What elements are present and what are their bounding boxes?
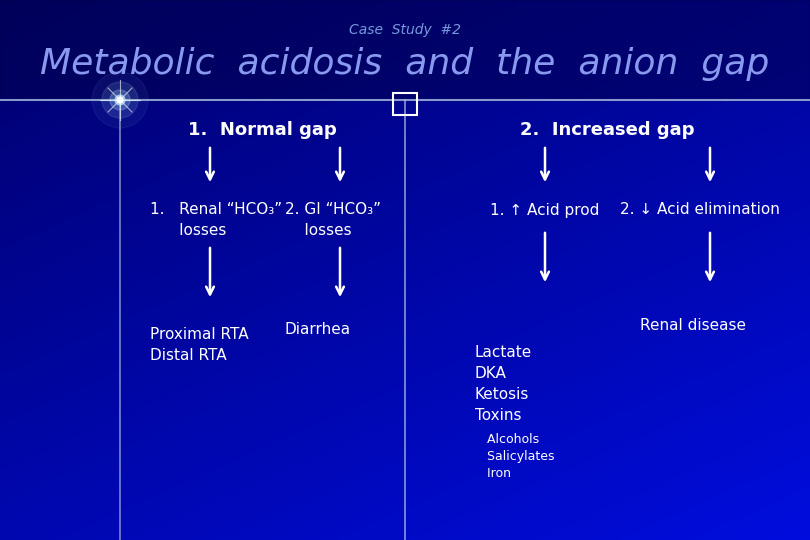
- Bar: [0, 0, 810, 100]
- Text: Proximal RTA
Distal RTA: Proximal RTA Distal RTA: [150, 327, 249, 363]
- Circle shape: [110, 90, 130, 110]
- Text: 1. ↑ Acid prod: 1. ↑ Acid prod: [490, 202, 599, 218]
- Text: Metabolic  acidosis  and  the  anion  gap: Metabolic acidosis and the anion gap: [40, 47, 769, 81]
- Circle shape: [92, 72, 148, 128]
- Text: 2. GI “HCO₃”
    losses: 2. GI “HCO₃” losses: [285, 202, 381, 238]
- Text: Diarrhea: Diarrhea: [285, 322, 351, 338]
- Text: 1.  Normal gap: 1. Normal gap: [188, 121, 336, 139]
- Bar: [393, 93, 417, 115]
- Text: 2. ↓ Acid elimination: 2. ↓ Acid elimination: [620, 202, 780, 218]
- Text: 1.   Renal “HCO₃”
      losses: 1. Renal “HCO₃” losses: [150, 202, 282, 238]
- Circle shape: [115, 95, 125, 105]
- Text: Alcohols
   Salicylates
   Iron: Alcohols Salicylates Iron: [475, 433, 555, 480]
- Text: 2.  Increased gap: 2. Increased gap: [520, 121, 694, 139]
- Text: Lactate
DKA
Ketosis
Toxins: Lactate DKA Ketosis Toxins: [475, 345, 532, 423]
- Circle shape: [102, 82, 138, 118]
- Text: Case  Study  #2: Case Study #2: [349, 23, 461, 37]
- Text: Renal disease: Renal disease: [640, 318, 746, 333]
- Circle shape: [117, 97, 123, 103]
